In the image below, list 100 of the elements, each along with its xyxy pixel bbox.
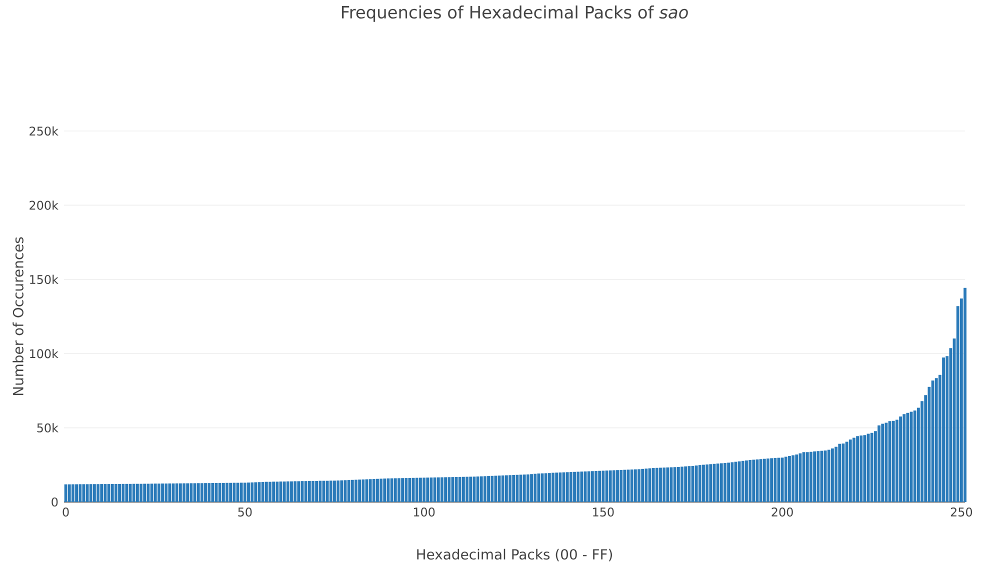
- bar: [204, 483, 207, 502]
- bar: [290, 481, 293, 502]
- bar: [211, 483, 214, 502]
- bar: [576, 472, 580, 502]
- bar: [548, 473, 551, 502]
- bar: [788, 456, 791, 502]
- bar: [426, 478, 430, 502]
- bar: [114, 484, 118, 502]
- bar: [895, 420, 898, 502]
- bar: [78, 484, 82, 502]
- bar: [537, 474, 540, 502]
- bar: [347, 480, 350, 502]
- bar: [340, 480, 344, 502]
- x-tick-label: 100: [414, 508, 435, 517]
- bar: [594, 470, 598, 502]
- bar: [93, 484, 96, 502]
- bar: [333, 480, 336, 502]
- bar: [72, 484, 74, 502]
- bar: [655, 468, 658, 502]
- bar: [404, 478, 408, 502]
- bar: [964, 288, 966, 502]
- bar: [573, 472, 576, 502]
- bar: [462, 476, 465, 502]
- y-axis-title: Number of Occurences: [12, 237, 24, 396]
- bar: [759, 459, 762, 502]
- bar: [440, 477, 444, 502]
- bar: [254, 482, 258, 502]
- bar: [612, 470, 616, 502]
- bar: [118, 484, 121, 502]
- bar: [666, 467, 670, 502]
- bar: [792, 455, 794, 502]
- bar: [250, 482, 254, 502]
- bar: [780, 458, 784, 502]
- bar: [380, 478, 383, 502]
- bar: [810, 452, 812, 502]
- x-tick-label: 250: [950, 508, 972, 517]
- bar: [730, 462, 734, 502]
- bar: [89, 484, 92, 502]
- bar: [602, 470, 605, 502]
- bar: [68, 484, 71, 502]
- bar: [598, 470, 602, 502]
- bar: [644, 468, 648, 502]
- bar: [190, 483, 193, 502]
- y-tick-label: 50k: [37, 423, 58, 432]
- y-tick-label: 200k: [30, 200, 58, 210]
- bar: [232, 482, 236, 502]
- bar: [831, 448, 834, 502]
- bar: [308, 480, 311, 502]
- bar: [522, 474, 526, 502]
- bar: [659, 468, 662, 502]
- y-tick-label: 150k: [30, 274, 58, 284]
- bar: [436, 477, 440, 502]
- bar: [466, 476, 468, 502]
- bar: [294, 481, 297, 502]
- bar: [899, 416, 902, 502]
- bar: [200, 483, 204, 502]
- bar: [490, 476, 494, 502]
- bar: [727, 462, 730, 502]
- bar: [182, 483, 186, 502]
- bar: [444, 477, 447, 502]
- bar: [913, 410, 916, 502]
- bar: [934, 378, 938, 502]
- bar: [264, 482, 268, 502]
- bar: [752, 460, 756, 502]
- bar: [136, 484, 139, 502]
- bar: [673, 467, 676, 502]
- bar: [616, 470, 619, 502]
- bar: [688, 466, 691, 502]
- bar: [140, 484, 142, 502]
- bar: [516, 474, 519, 502]
- bar: [286, 481, 290, 502]
- bar: [608, 470, 612, 502]
- bar: [272, 482, 276, 502]
- bar: [186, 483, 190, 502]
- bar: [282, 482, 286, 502]
- bar: [530, 474, 533, 502]
- bar: [892, 420, 895, 502]
- bar: [222, 482, 225, 502]
- bar: [508, 475, 512, 502]
- bar: [419, 478, 422, 502]
- y-tick-label: 250k: [30, 126, 58, 136]
- bar: [680, 466, 684, 502]
- y-tick-label: 100k: [30, 348, 58, 358]
- bar: [412, 478, 415, 502]
- bar: [544, 473, 548, 502]
- bar: [422, 478, 426, 502]
- bar: [376, 478, 379, 502]
- bar: [748, 460, 752, 502]
- bar: [662, 468, 666, 502]
- bar: [96, 484, 100, 502]
- bar: [297, 481, 300, 502]
- bar: [745, 460, 748, 502]
- bar: [569, 472, 572, 502]
- bar: [226, 482, 228, 502]
- bar: [620, 470, 623, 502]
- bar: [315, 480, 318, 502]
- bar: [834, 446, 838, 502]
- bar: [415, 478, 418, 502]
- bar: [276, 482, 279, 502]
- bar: [448, 477, 451, 502]
